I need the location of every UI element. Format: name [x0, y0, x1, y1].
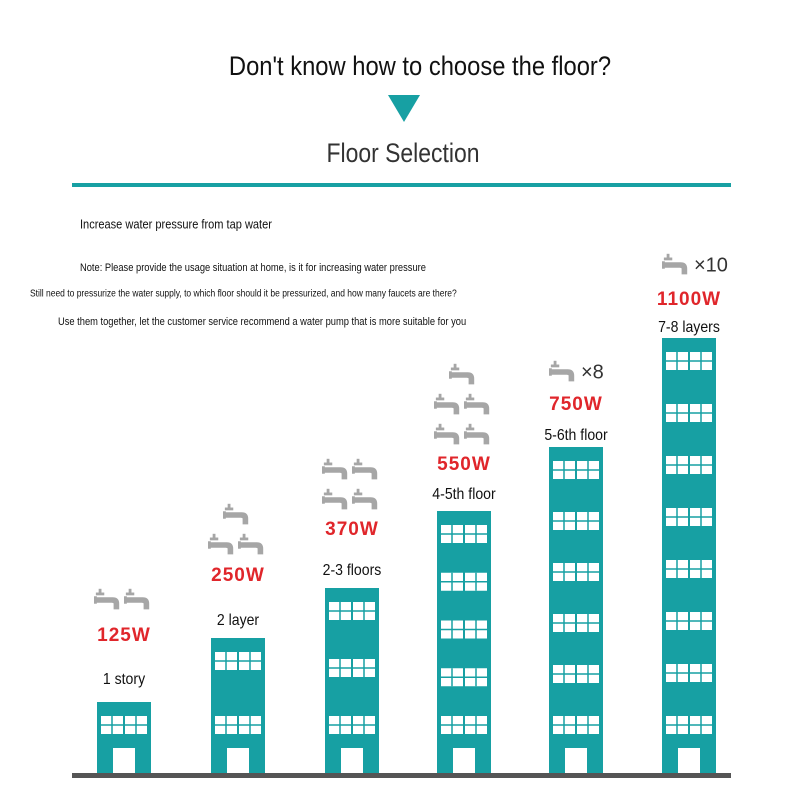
- faucet-icon: [322, 458, 348, 480]
- intro-line: Note: Please provide the usage situation…: [80, 262, 426, 274]
- intro-line: Increase water pressure from tap water: [80, 217, 272, 232]
- door: [453, 748, 475, 773]
- intro-line: Use them together, let the customer serv…: [58, 316, 466, 328]
- floor-label: 2 layer: [217, 611, 259, 629]
- power-label: 125W: [97, 625, 151, 646]
- subtitle: Floor Selection: [326, 138, 479, 168]
- intro: Increase water pressure from tap water No…: [30, 217, 466, 329]
- floor-label: 1 story: [103, 670, 146, 688]
- floor-label: 2-3 floors: [323, 561, 382, 579]
- faucet-icon: [352, 488, 378, 510]
- power-label: 250W: [211, 565, 265, 586]
- faucet-icon: [94, 588, 120, 610]
- faucet-icon: [223, 503, 249, 525]
- ground: [72, 773, 731, 778]
- faucet-icon: [464, 423, 490, 445]
- power-label: 550W: [437, 454, 491, 475]
- door: [113, 748, 135, 773]
- power-label: 370W: [325, 519, 379, 540]
- faucet-icon: [124, 588, 150, 610]
- faucet-icon: [352, 458, 378, 480]
- faucet-icon: [434, 393, 460, 415]
- door: [678, 748, 700, 773]
- title: Don't know how to choose the floor?: [229, 52, 611, 82]
- faucet-icon: [434, 423, 460, 445]
- building: [662, 338, 716, 773]
- faucet-icon: [549, 360, 575, 382]
- floor-label: 7-8 layers: [658, 318, 720, 336]
- floor-label: 4-5th floor: [432, 485, 495, 503]
- faucet-icon: [464, 393, 490, 415]
- divider: [72, 183, 731, 187]
- faucet-icon: [662, 253, 688, 275]
- buildings: 125W 1 story 250W 2 layer 370W 2-3 floors 550W…: [94, 253, 728, 773]
- faucet-icon: [322, 488, 348, 510]
- power-label: 1100W: [657, 289, 721, 310]
- intro-line: Still need to pressurize the water suppl…: [30, 288, 457, 299]
- arrow: [388, 95, 420, 122]
- faucet-icon: [449, 363, 475, 385]
- door: [227, 748, 249, 773]
- door: [565, 748, 587, 773]
- door: [341, 748, 363, 773]
- faucet-count: ×8: [581, 361, 604, 383]
- floor-label: 5-6th floor: [544, 426, 607, 444]
- power-label: 750W: [549, 394, 603, 415]
- faucet-icon: [238, 533, 264, 555]
- faucet-icon: [208, 533, 234, 555]
- faucet-count: ×10: [694, 254, 728, 276]
